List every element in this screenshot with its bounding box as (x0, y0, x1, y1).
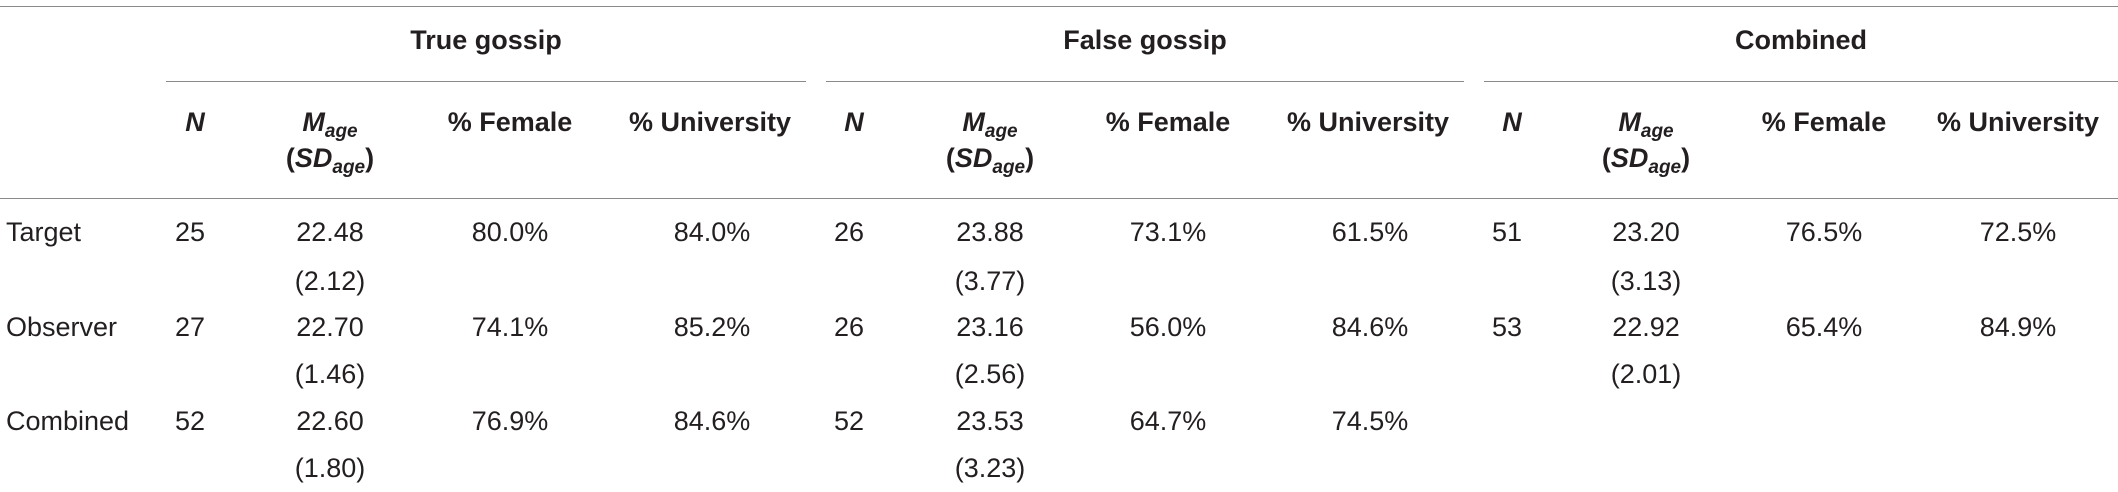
cell-mean-age: 22.70 (296, 312, 364, 342)
col-header-sd-age: (SDage) (945, 143, 1035, 178)
cell-university: 74.5% (1331, 406, 1409, 436)
cell-university: 85.2% (673, 312, 751, 342)
group-rule-true-gossip (166, 81, 806, 82)
col-header-university: % University (628, 107, 792, 137)
cell-female: 73.1% (1129, 217, 1207, 247)
cell-sd-age: (2.56) (954, 359, 1026, 389)
col-header-n: N (844, 107, 864, 137)
group-header-combined: Combined (1735, 25, 1867, 55)
cell-n: 25 (175, 217, 206, 247)
header-rule (0, 198, 2118, 199)
cell-sd-age: (2.12) (294, 266, 366, 296)
cell-mean-age: 22.92 (1612, 312, 1680, 342)
cell-sd-age: (3.13) (1610, 266, 1682, 296)
cell-sd-age: (3.77) (954, 266, 1026, 296)
row-label-target: Target (6, 217, 82, 247)
cell-n: 27 (175, 312, 206, 342)
col-header-n: N (185, 107, 205, 137)
col-header-mean-age: Mage (1618, 107, 1674, 142)
cell-n: 53 (1492, 312, 1523, 342)
group-rule-false-gossip (826, 81, 1464, 82)
row-label-combined: Combined (6, 406, 130, 436)
col-header-female: % Female (1761, 107, 1887, 137)
cell-sd-age: (2.01) (1610, 359, 1682, 389)
group-header-false-gossip: False gossip (1063, 25, 1227, 55)
cell-mean-age: 22.48 (296, 217, 364, 247)
cell-female: 76.5% (1785, 217, 1863, 247)
cell-sd-age: (1.46) (294, 359, 366, 389)
cell-mean-age: 23.53 (956, 406, 1024, 436)
col-header-female: % Female (447, 107, 573, 137)
col-header-university: % University (1286, 107, 1450, 137)
cell-university: 61.5% (1331, 217, 1409, 247)
cell-n: 52 (834, 406, 865, 436)
cell-n: 26 (834, 312, 865, 342)
col-header-sd-age: (SDage) (1601, 143, 1691, 178)
top-rule (0, 6, 2118, 7)
col-header-n: N (1502, 107, 1522, 137)
col-header-female: % Female (1105, 107, 1231, 137)
cell-mean-age: 23.88 (956, 217, 1024, 247)
col-header-mean-age: Mage (302, 107, 358, 142)
cell-sd-age: (3.23) (954, 453, 1026, 483)
cell-university: 72.5% (1979, 217, 2057, 247)
cell-n: 26 (834, 217, 865, 247)
cell-university: 84.6% (673, 406, 751, 436)
col-header-university: % University (1936, 107, 2100, 137)
cell-university: 84.0% (673, 217, 751, 247)
row-label-observer: Observer (6, 312, 118, 342)
cell-mean-age: 23.16 (956, 312, 1024, 342)
cell-female: 56.0% (1129, 312, 1207, 342)
cell-university: 84.6% (1331, 312, 1409, 342)
col-header-mean-age: Mage (962, 107, 1018, 142)
cell-n: 51 (1492, 217, 1523, 247)
cell-n: 52 (175, 406, 206, 436)
cell-female: 74.1% (471, 312, 549, 342)
cell-female: 76.9% (471, 406, 549, 436)
col-header-sd-age: (SDage) (285, 143, 375, 178)
cell-sd-age: (1.80) (294, 453, 366, 483)
cell-mean-age: 23.20 (1612, 217, 1680, 247)
cell-female: 80.0% (471, 217, 549, 247)
group-rule-combined (1484, 81, 2118, 82)
cell-female: 64.7% (1129, 406, 1207, 436)
cell-mean-age: 22.60 (296, 406, 364, 436)
group-header-true-gossip: True gossip (410, 25, 562, 55)
cell-university: 84.9% (1979, 312, 2057, 342)
cell-female: 65.4% (1785, 312, 1863, 342)
